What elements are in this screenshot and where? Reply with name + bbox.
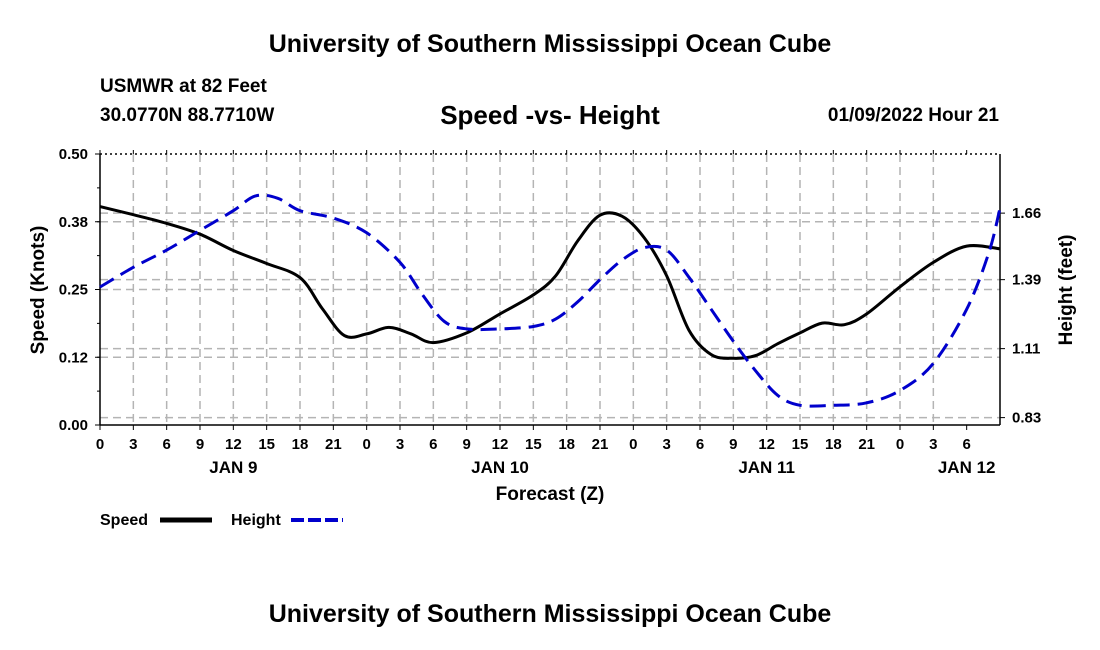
- date-label: JAN 10: [471, 458, 529, 477]
- x-tick-label: 3: [929, 436, 937, 453]
- x-tick-label: 3: [662, 436, 670, 453]
- legend-speed-label: Speed: [100, 512, 148, 529]
- y2-axis-label: Height (feet): [1056, 235, 1077, 346]
- x-tick-label: 15: [525, 436, 542, 453]
- x-tick-label: 18: [292, 436, 309, 453]
- date-label: JAN 11: [738, 458, 795, 477]
- x-tick-label: 12: [492, 436, 509, 453]
- footer-title: University of Southern Mississippi Ocean…: [268, 600, 832, 628]
- x-tick-label: 9: [462, 436, 470, 453]
- speed-series-line: [99, 205, 1001, 360]
- x-tick-label: 0: [896, 436, 904, 453]
- label-layer: Forecast (Z) Speed (Knots) Height (feet)…: [28, 146, 1077, 505]
- x-tick-label: 6: [162, 436, 170, 453]
- legend-height-label: Height: [231, 512, 281, 529]
- x-tick-label: 0: [629, 436, 637, 453]
- y-tick-label: 0.25: [59, 282, 88, 299]
- x-tick-label: 3: [129, 436, 137, 453]
- x-tick-label: 6: [429, 436, 437, 453]
- x-tick-label: 21: [592, 436, 609, 453]
- main-title: University of Southern Mississippi Ocean…: [268, 30, 832, 58]
- legend: Speed Height: [100, 512, 343, 529]
- x-tick-label: 15: [792, 436, 809, 453]
- y-axis-label: Speed (Knots): [28, 226, 49, 355]
- y2-tick-label: 1.66: [1012, 205, 1041, 222]
- x-axis-label: Forecast (Z): [496, 484, 605, 505]
- y-tick-label: 0.12: [59, 349, 88, 366]
- x-tick-label: 15: [258, 436, 275, 453]
- y-tick-label: 0.00: [59, 417, 88, 434]
- x-tick-label: 12: [758, 436, 775, 453]
- x-tick-label: 18: [558, 436, 575, 453]
- x-tick-label: 0: [96, 436, 104, 453]
- y-tick-label: 0.50: [59, 146, 88, 163]
- y2-tick-label: 1.11: [1012, 341, 1040, 358]
- axes-layer: [95, 150, 1005, 430]
- y2-tick-label: 0.83: [1012, 410, 1041, 427]
- x-tick-label: 12: [225, 436, 242, 453]
- forecast-datetime: 01/09/2022 Hour 21: [827, 105, 999, 126]
- x-tick-label: 6: [962, 436, 970, 453]
- date-label: JAN 12: [938, 458, 996, 477]
- y-tick-label: 0.38: [59, 214, 88, 231]
- x-tick-label: 21: [325, 436, 342, 453]
- x-tick-label: 6: [696, 436, 704, 453]
- grid-layer: [100, 154, 1000, 425]
- height-series-line: [99, 193, 1002, 408]
- x-tick-label: 9: [196, 436, 204, 453]
- x-tick-label: 21: [858, 436, 875, 453]
- y2-tick-label: 1.39: [1012, 272, 1041, 289]
- coordinates-label: 30.0770N 88.7710W: [100, 105, 275, 126]
- series-layer: [99, 193, 1002, 408]
- x-tick-label: 3: [396, 436, 404, 453]
- date-label: JAN 9: [209, 458, 257, 477]
- chart-title: Speed -vs- Height: [440, 100, 660, 130]
- x-tick-label: 18: [825, 436, 842, 453]
- x-tick-label: 0: [362, 436, 370, 453]
- x-tick-label: 9: [729, 436, 737, 453]
- station-label: USMWR at 82 Feet: [100, 76, 267, 97]
